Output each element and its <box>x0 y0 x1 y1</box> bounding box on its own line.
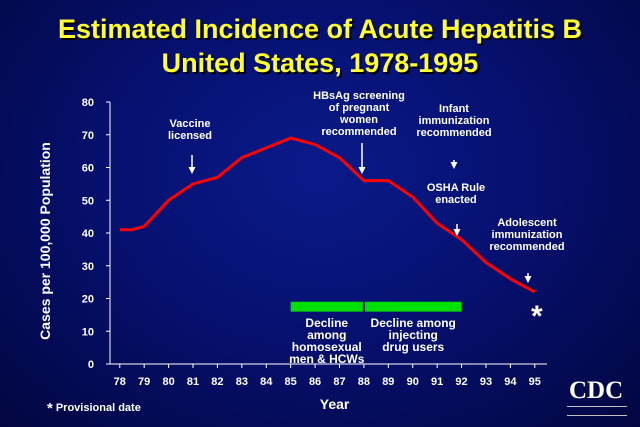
y-tick-label: 40 <box>82 228 94 240</box>
period-bar-label: Decline among <box>371 316 456 330</box>
period-bar <box>290 301 363 312</box>
x-tick-label: 89 <box>382 376 394 388</box>
y-tick-label: 10 <box>82 326 94 338</box>
chart-title-line-2: United States, 1978-1995 <box>161 48 479 78</box>
x-tick-label: 93 <box>480 376 492 388</box>
annotation-osha-rule: enacted <box>435 194 477 206</box>
annotation-arrow-hbsag-head <box>358 167 366 174</box>
x-tick-label: 82 <box>211 376 223 388</box>
annotation-infant-immunization: immunization <box>419 115 490 127</box>
period-bar-label: homosexual <box>292 340 362 354</box>
annotation-hbsag-screening: women <box>339 114 378 126</box>
x-tick-label: 85 <box>285 376 297 388</box>
x-tick-label: 91 <box>431 376 443 388</box>
y-tick-label: 50 <box>82 195 94 207</box>
annotation-adolescent-immunization: Adolescent <box>497 217 557 229</box>
x-tick-label: 80 <box>162 376 174 388</box>
period-bar <box>364 301 462 312</box>
y-tick-label: 20 <box>82 294 94 306</box>
annotation-arrow-adolescent-head <box>524 276 532 283</box>
period-bar-label: among <box>307 328 346 342</box>
incidence-line <box>119 136 536 294</box>
annotation-arrow-infant-head <box>450 162 458 169</box>
annotation-adolescent-immunization: recommended <box>489 241 564 253</box>
annotation-vaccine-licensed: licensed <box>168 130 212 142</box>
x-tick-label: 84 <box>260 376 273 388</box>
annotation-hbsag-screening: of pregnant <box>329 102 390 114</box>
x-tick-label: 92 <box>455 376 467 388</box>
cdc-logo: CDC <box>565 377 629 421</box>
y-tick-label: 70 <box>82 130 94 142</box>
period-bar-label: Decline <box>305 316 348 330</box>
x-tick-label: 95 <box>529 376 541 388</box>
y-axis-title: Cases per 100,000 Population <box>37 142 53 340</box>
chart-title-line-1: Estimated Incidence of Acute Hepatitis B <box>57 14 583 44</box>
annotation-arrow-osha-head <box>453 229 461 236</box>
y-tick-label: 0 <box>88 359 94 371</box>
y-tick-label: 60 <box>82 163 94 175</box>
y-tick-label: 80 <box>82 97 94 109</box>
footnote-star: * <box>47 400 53 417</box>
footnote-text: Provisional date <box>55 402 141 414</box>
annotation-osha-rule: OSHA Rule <box>427 182 485 194</box>
annotation-hbsag-screening: HBsAg screening <box>313 90 405 102</box>
footnote: * Provisional date <box>47 398 141 417</box>
cdc-logo-text: CDC <box>569 377 624 404</box>
x-tick-label: 83 <box>236 376 248 388</box>
period-bar-label: drug users <box>382 340 444 354</box>
annotation-hbsag-screening: recommended <box>321 126 396 138</box>
period-bar-label: injecting <box>389 328 438 342</box>
annotation-infant-immunization: Infant <box>439 103 469 115</box>
period-bar-label: men & HCWs <box>289 352 365 366</box>
x-tick-label: 81 <box>187 376 199 388</box>
cdc-logo-stripes <box>567 406 627 416</box>
annotation-arrow-vaccine-head <box>188 167 196 174</box>
x-tick-label: 78 <box>114 376 126 388</box>
annotation-vaccine-licensed: Vaccine <box>170 118 211 130</box>
annotation-adolescent-immunization: immunization <box>492 229 563 241</box>
x-tick-label: 90 <box>407 376 419 388</box>
y-tick-label: 30 <box>82 261 94 273</box>
provisional-marker: * <box>531 300 543 333</box>
x-tick-label: 86 <box>309 376 321 388</box>
x-axis-title: Year <box>320 396 350 412</box>
x-tick-label: 94 <box>504 376 517 388</box>
x-tick-label: 87 <box>333 376 345 388</box>
annotation-infant-immunization: recommended <box>416 127 491 139</box>
x-tick-label: 79 <box>138 376 150 388</box>
x-tick-label: 88 <box>358 376 370 388</box>
